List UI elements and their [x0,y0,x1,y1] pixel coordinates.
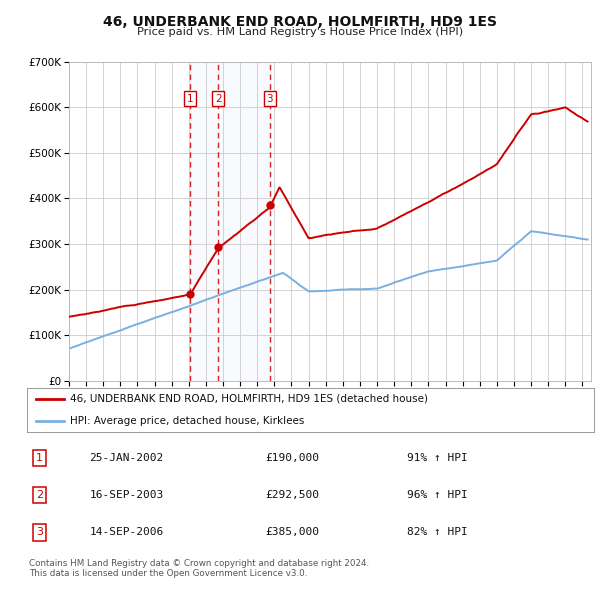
Text: 96% ↑ HPI: 96% ↑ HPI [407,490,467,500]
Bar [190,62,269,381]
Text: 25-JAN-2002: 25-JAN-2002 [89,453,164,463]
Text: 2: 2 [215,94,221,104]
Text: 14-SEP-2006: 14-SEP-2006 [89,527,164,537]
Text: £292,500: £292,500 [265,490,319,500]
Text: Price paid vs. HM Land Registry's House Price Index (HPI): Price paid vs. HM Land Registry's House … [137,27,463,37]
Text: 2: 2 [36,490,43,500]
Text: £190,000: £190,000 [265,453,319,463]
Text: HPI: Average price, detached house, Kirklees: HPI: Average price, detached house, Kirk… [70,416,304,426]
Text: £385,000: £385,000 [265,527,319,537]
Text: 1: 1 [36,453,43,463]
Text: 16-SEP-2003: 16-SEP-2003 [89,490,164,500]
Text: 3: 3 [36,527,43,537]
Text: 46, UNDERBANK END ROAD, HOLMFIRTH, HD9 1ES: 46, UNDERBANK END ROAD, HOLMFIRTH, HD9 1… [103,15,497,29]
Text: 1: 1 [187,94,193,104]
Text: 91% ↑ HPI: 91% ↑ HPI [407,453,467,463]
Text: 82% ↑ HPI: 82% ↑ HPI [407,527,467,537]
Text: 3: 3 [266,94,273,104]
Text: This data is licensed under the Open Government Licence v3.0.: This data is licensed under the Open Gov… [29,569,307,578]
Text: 46, UNDERBANK END ROAD, HOLMFIRTH, HD9 1ES (detached house): 46, UNDERBANK END ROAD, HOLMFIRTH, HD9 1… [70,394,428,404]
Text: Contains HM Land Registry data © Crown copyright and database right 2024.: Contains HM Land Registry data © Crown c… [29,559,369,568]
